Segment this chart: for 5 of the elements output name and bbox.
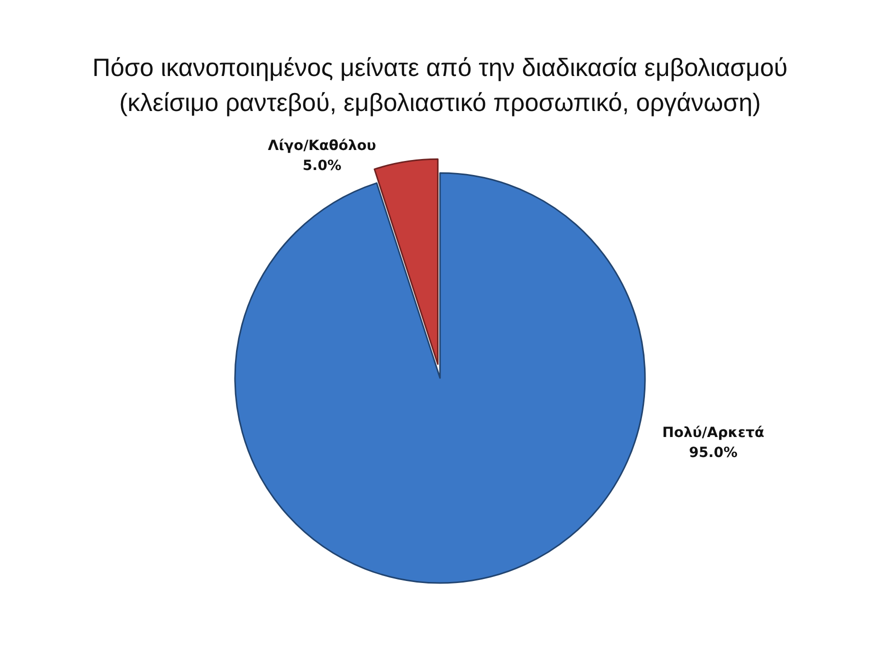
chart-title: Πόσο ικανοποιημένος μείνατε από την διαδικασία εμβολιασμού (κλείσιμο ραντεβού, εμβολιαστικό προσωπικό, οργάνωση)	[92, 54, 788, 117]
slice-label: Λίγο/Καθόλου	[268, 138, 376, 154]
data-label: 5.0%	[302, 158, 342, 174]
data-label: 95.0%	[688, 445, 738, 462]
slice-label: Πολύ/Αρκετά	[662, 425, 765, 442]
